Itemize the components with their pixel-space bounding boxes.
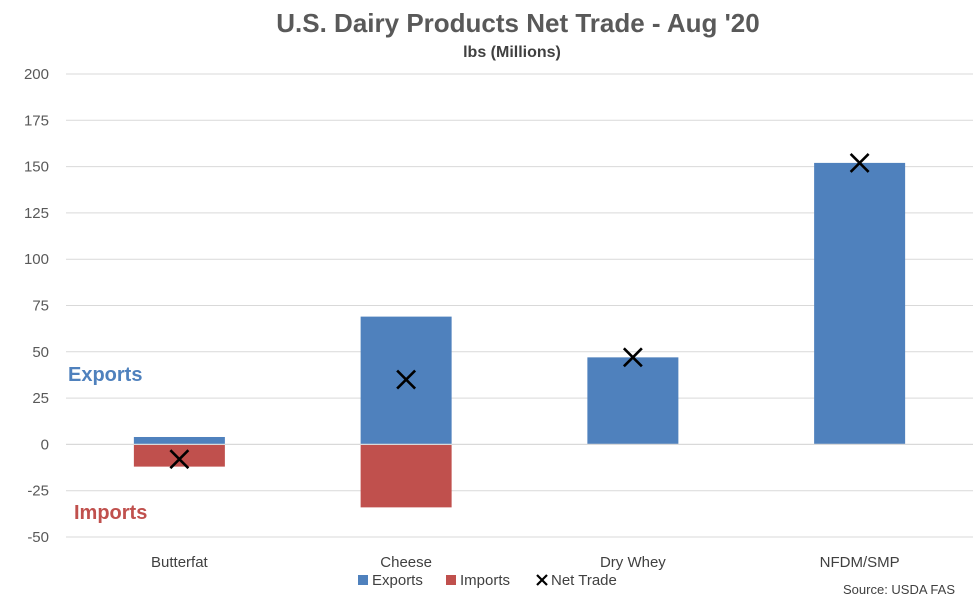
net-trade-marker [849, 152, 870, 173]
exports-bar [587, 357, 679, 445]
imports-annotation: Imports [74, 502, 147, 524]
net-trade-marker [396, 369, 417, 390]
legend-item-net-trade: Net Trade [536, 572, 617, 589]
y-tick-label: 150 [24, 159, 49, 176]
y-tick-label: -25 [27, 483, 49, 500]
legend-swatch [446, 575, 456, 585]
y-tick-label: 0 [41, 436, 49, 453]
legend-label: Net Trade [551, 572, 617, 589]
x-category-label: Dry Whey [600, 554, 666, 571]
net-trade-marker [169, 449, 190, 470]
y-tick-label: 125 [24, 205, 49, 222]
legend-item-exports: Exports [358, 572, 423, 589]
gridlines [66, 73, 973, 538]
y-tick-label: 100 [24, 251, 49, 268]
chart-title: U.S. Dairy Products Net Trade - Aug '20 [276, 8, 759, 38]
exports-annotation: Exports [68, 364, 142, 386]
imports-bar [133, 444, 225, 467]
x-category-label: Butterfat [151, 554, 209, 571]
legend: Exports Imports Net Trade [358, 572, 617, 589]
source-note: Source: USDA FAS [843, 582, 955, 597]
legend-label: Imports [460, 572, 510, 589]
x-axis-categories: Butterfat Cheese Dry Whey NFDM/SMP [151, 554, 900, 571]
y-tick-label: 25 [32, 390, 49, 407]
y-tick-label: 50 [32, 344, 49, 361]
x-category-label: NFDM/SMP [820, 554, 900, 571]
legend-label: Exports [372, 572, 423, 589]
net-trade-marker [622, 347, 643, 368]
exports-bar [133, 436, 225, 445]
bars [133, 162, 906, 508]
y-tick-label: 200 [24, 66, 49, 83]
imports-bar [360, 444, 452, 508]
y-tick-label: 175 [24, 112, 49, 129]
y-tick-label: -50 [27, 529, 49, 546]
y-tick-label: 75 [32, 298, 49, 315]
net-trade-markers [169, 152, 870, 470]
legend-item-imports: Imports [446, 572, 510, 589]
legend-swatch [358, 575, 368, 585]
x-category-label: Cheese [380, 554, 432, 571]
exports-bar [814, 162, 906, 445]
y-axis-ticks: 200 175 150 125 100 75 50 25 0 -25 -50 [24, 66, 49, 546]
chart-subtitle: lbs (Millions) [463, 44, 561, 61]
